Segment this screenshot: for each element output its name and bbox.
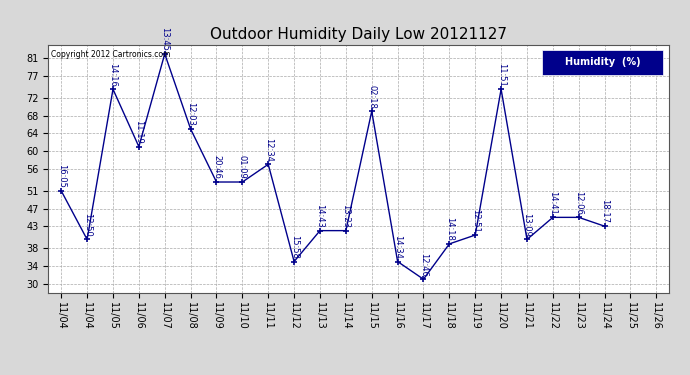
Text: 12:34: 12:34 — [264, 138, 273, 162]
Text: 13:45: 13:45 — [160, 27, 169, 51]
Text: 12:06: 12:06 — [574, 191, 583, 214]
Text: Humidity  (%): Humidity (%) — [564, 57, 640, 68]
Text: 14:34: 14:34 — [393, 235, 402, 259]
Text: 16:05: 16:05 — [57, 164, 66, 188]
Text: 12:50: 12:50 — [83, 213, 92, 237]
Text: Copyright 2012 Cartronics.com: Copyright 2012 Cartronics.com — [51, 50, 171, 59]
Text: 12:03: 12:03 — [186, 102, 195, 126]
Text: 12:46: 12:46 — [419, 253, 428, 276]
Text: 13:23: 13:23 — [342, 204, 351, 228]
Text: 14:16: 14:16 — [108, 63, 117, 86]
Text: 15:58: 15:58 — [290, 235, 299, 259]
Text: 20:46: 20:46 — [212, 155, 221, 179]
Text: 14:41: 14:41 — [549, 191, 558, 214]
Text: 18:17: 18:17 — [600, 200, 609, 223]
Text: 14:18: 14:18 — [445, 217, 454, 241]
Text: 02:18: 02:18 — [367, 85, 376, 108]
Text: 14:43: 14:43 — [315, 204, 324, 228]
Text: 01:09: 01:09 — [238, 156, 247, 179]
Text: 12:51: 12:51 — [471, 209, 480, 232]
Text: 11:19: 11:19 — [135, 120, 144, 144]
Text: 13:09: 13:09 — [522, 213, 531, 237]
Text: 11:51: 11:51 — [497, 63, 506, 86]
Title: Outdoor Humidity Daily Low 20121127: Outdoor Humidity Daily Low 20121127 — [210, 27, 507, 42]
FancyBboxPatch shape — [542, 50, 663, 75]
